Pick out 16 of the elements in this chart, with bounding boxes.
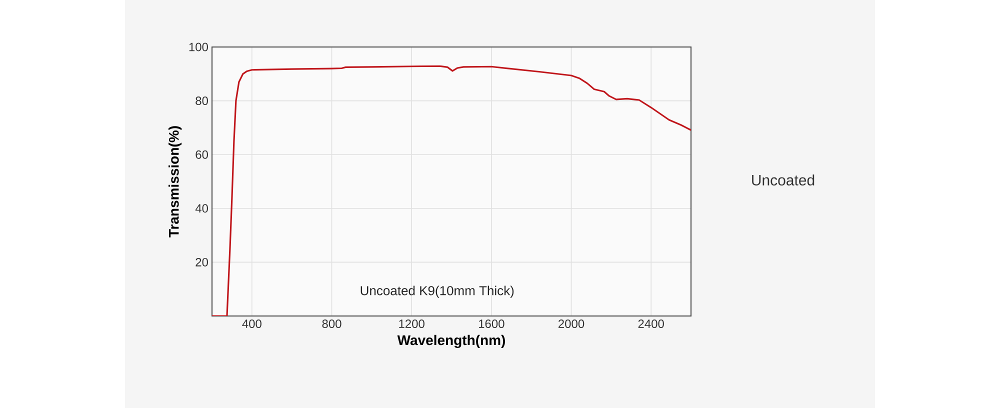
x-tick-label: 400 bbox=[242, 320, 262, 328]
x-tick-label: 2000 bbox=[558, 320, 584, 328]
x-tick-label: 1600 bbox=[478, 320, 504, 328]
x-tick-label: 1200 bbox=[399, 320, 424, 328]
y-tick-label: 80 bbox=[196, 96, 208, 106]
line-series bbox=[212, 65, 692, 316]
x-tick-label: 2400 bbox=[638, 320, 664, 328]
x-tick-label: 800 bbox=[322, 320, 342, 328]
y-axis-title: Transmission(%) bbox=[168, 126, 182, 238]
y-tick-label: 60 bbox=[196, 150, 208, 159]
annotation: Uncoated K9(10mm Thick) bbox=[360, 286, 514, 298]
y-tick-label: 100 bbox=[189, 42, 208, 52]
x-axis-title: Wavelength(nm) bbox=[397, 334, 505, 348]
y-tick-label: 20 bbox=[196, 258, 208, 266]
y-tick-label: 40 bbox=[195, 204, 208, 213]
text: Uncoated bbox=[752, 174, 814, 186]
